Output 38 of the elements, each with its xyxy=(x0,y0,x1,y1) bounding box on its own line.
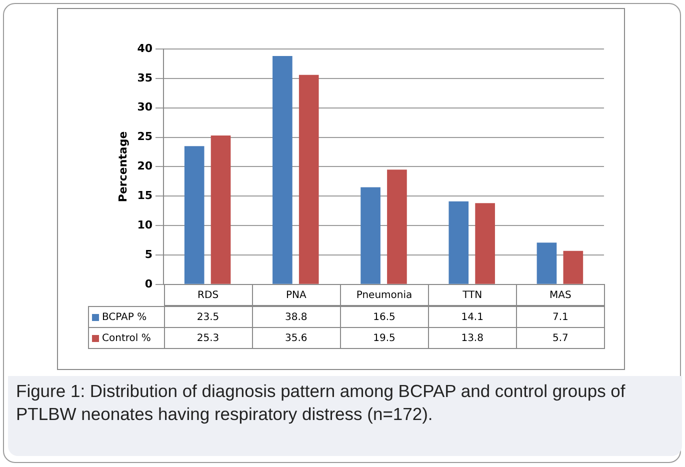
y-tick-label: 25 xyxy=(137,130,153,144)
x-tick-label: MAS xyxy=(516,284,605,306)
bar xyxy=(536,242,557,284)
y-tick-label: 5 xyxy=(144,248,153,261)
bar xyxy=(298,74,319,284)
data-label: 23.5 xyxy=(164,306,253,328)
bar xyxy=(184,146,204,284)
data-label: 16.5 xyxy=(340,306,429,328)
bar xyxy=(360,187,380,284)
y-tick-label: 40 xyxy=(137,42,153,55)
x-tick-label: RDS xyxy=(164,284,253,306)
legend-label: Control % xyxy=(88,327,164,350)
x-tick-label: PNA xyxy=(252,284,341,306)
data-label: 7.1 xyxy=(516,306,605,328)
data-label: 13.8 xyxy=(428,327,517,350)
bar xyxy=(475,203,495,284)
x-tick-label: TTN xyxy=(428,284,517,306)
bar xyxy=(272,56,292,284)
bar xyxy=(448,201,469,284)
bar xyxy=(387,170,407,284)
x-tick-label: Pneumonia xyxy=(340,284,429,306)
data-label: 5.7 xyxy=(516,327,605,350)
y-tick-label: 30 xyxy=(137,100,153,114)
bar xyxy=(210,136,231,284)
y-tick-label: 20 xyxy=(137,160,153,173)
data-label: 19.5 xyxy=(340,327,429,350)
caption: Figure 1: Distribution of diagnosis pattern among BCPAP and control groups of PTLBW neonates having respiratory distress (n=172). xyxy=(16,380,626,426)
data-label: 14.1 xyxy=(428,306,517,328)
y-tick-label: 15 xyxy=(137,188,153,202)
y-tick-label: 10 xyxy=(137,218,153,232)
data-label: 35.6 xyxy=(252,327,341,350)
y-tick-label: 35 xyxy=(137,71,153,84)
y-tick-label: 0 xyxy=(144,277,153,290)
legend-label: BCPAP % xyxy=(88,306,164,328)
data-label: 25.3 xyxy=(164,327,253,350)
data-label: 38.8 xyxy=(252,306,341,328)
bar xyxy=(563,250,584,284)
y-axis-title: Percentage xyxy=(116,131,130,202)
